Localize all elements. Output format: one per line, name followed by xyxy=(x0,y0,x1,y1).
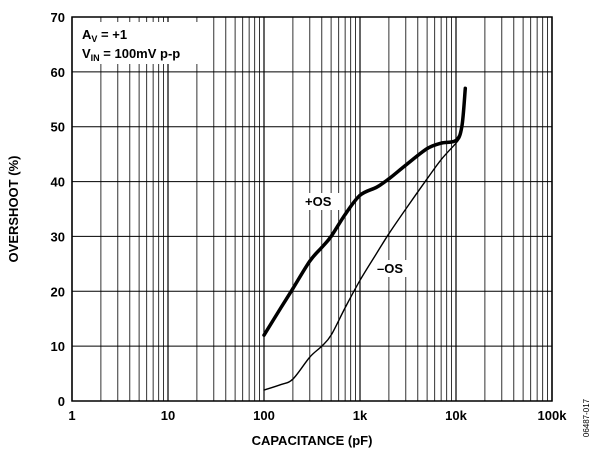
label-neg-os: –OS xyxy=(377,261,403,276)
series-line-neg-os xyxy=(263,136,461,391)
x-axis-label: CAPACITANCE (pF) xyxy=(252,433,373,448)
y-axis-label: OVERSHOOT (%) xyxy=(6,156,21,263)
y-tick-label: 30 xyxy=(51,229,65,244)
series-line-pos-os xyxy=(262,86,468,337)
series-layer xyxy=(262,86,468,391)
x-tick-label: 10 xyxy=(161,408,175,423)
y-tick-label: 0 xyxy=(58,394,65,409)
y-tick-label: 50 xyxy=(51,120,65,135)
minor-grid xyxy=(100,17,549,401)
label-bg-pos-os xyxy=(302,193,340,210)
x-tick-label: 100k xyxy=(538,408,568,423)
y-tick-labels: 0 10 20 30 40 50 60 70 xyxy=(51,10,65,409)
x-tick-labels: 1 10 100 1k 10k 100k xyxy=(68,408,567,423)
y-tick-label: 70 xyxy=(51,10,65,25)
x-tick-label: 1 xyxy=(68,408,75,423)
label-bg-neg-os xyxy=(374,260,412,277)
y-tick-label: 60 xyxy=(51,65,65,80)
figure-id: 06487-017 xyxy=(582,398,591,437)
y-tick-label: 20 xyxy=(51,284,65,299)
x-tick-label: 1k xyxy=(353,408,368,423)
condition-input: VIN = 100mV p-p xyxy=(82,46,180,63)
plot-frame xyxy=(71,16,553,402)
x-tick-label: 100 xyxy=(253,408,275,423)
label-pos-os: +OS xyxy=(305,194,332,209)
condition-gain: AV = +1 xyxy=(82,27,127,44)
x-tick-label: 10k xyxy=(445,408,467,423)
y-tick-label: 40 xyxy=(51,175,65,190)
conditions-box xyxy=(77,22,209,64)
y-tick-label: 10 xyxy=(51,339,65,354)
